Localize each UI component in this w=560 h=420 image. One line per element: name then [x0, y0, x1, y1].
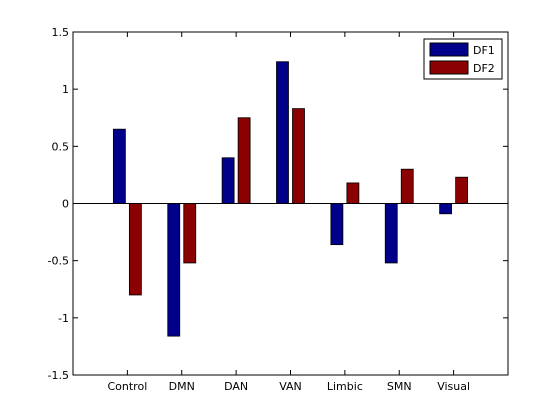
bar-df2-van — [292, 108, 305, 204]
bar-df1-limbic — [330, 203, 344, 246]
y-tick-label: 1 — [62, 83, 69, 96]
bar-df1-dmn — [167, 203, 181, 337]
legend: DF1 DF2 — [423, 38, 503, 80]
bar-df1-control — [112, 128, 126, 204]
y-tick-label: -1 — [58, 312, 69, 325]
y-tick-label: -0.5 — [48, 255, 69, 268]
x-tick-label-smn: SMN — [387, 380, 412, 393]
bar-df2-control — [128, 203, 142, 296]
legend-label-df1: DF1 — [473, 44, 495, 57]
legend-swatch-df1 — [429, 42, 469, 57]
bar-df2-dan — [237, 117, 251, 204]
x-tick-label-control: Control — [107, 380, 147, 393]
y-tick-label: 0 — [62, 198, 69, 211]
x-tick-label-dmn: DMN — [169, 380, 195, 393]
bar-df2-visual — [455, 176, 469, 204]
y-tick-label: 1.5 — [52, 26, 70, 39]
x-tick-label-visual: Visual — [437, 380, 470, 393]
x-tick-label-limbic: Limbic — [327, 380, 363, 393]
bar-df2-smn — [400, 168, 414, 204]
legend-swatch-df2 — [429, 60, 469, 75]
plot-frame — [72, 31, 509, 376]
x-axis: Control DMN DAN VAN Limbic SMN Visual — [107, 32, 470, 393]
x-tick-label-dan: DAN — [224, 380, 248, 393]
bar-df1-van — [276, 61, 289, 204]
bar-df1-dan — [221, 157, 235, 204]
bars-layer — [112, 61, 469, 337]
bar-df1-smn — [384, 203, 398, 264]
bar-df2-limbic — [346, 182, 360, 204]
y-tick-label: -1.5 — [48, 369, 69, 382]
bar-df1-visual — [439, 203, 453, 215]
y-tick-label: 0.5 — [52, 140, 70, 153]
x-tick-label-van: VAN — [279, 380, 302, 393]
bar-df2-dmn — [183, 203, 197, 264]
legend-label-df2: DF2 — [473, 62, 495, 75]
y-axis: -1.5 -1 -0.5 0 0.5 1 1.5 — [48, 26, 508, 382]
